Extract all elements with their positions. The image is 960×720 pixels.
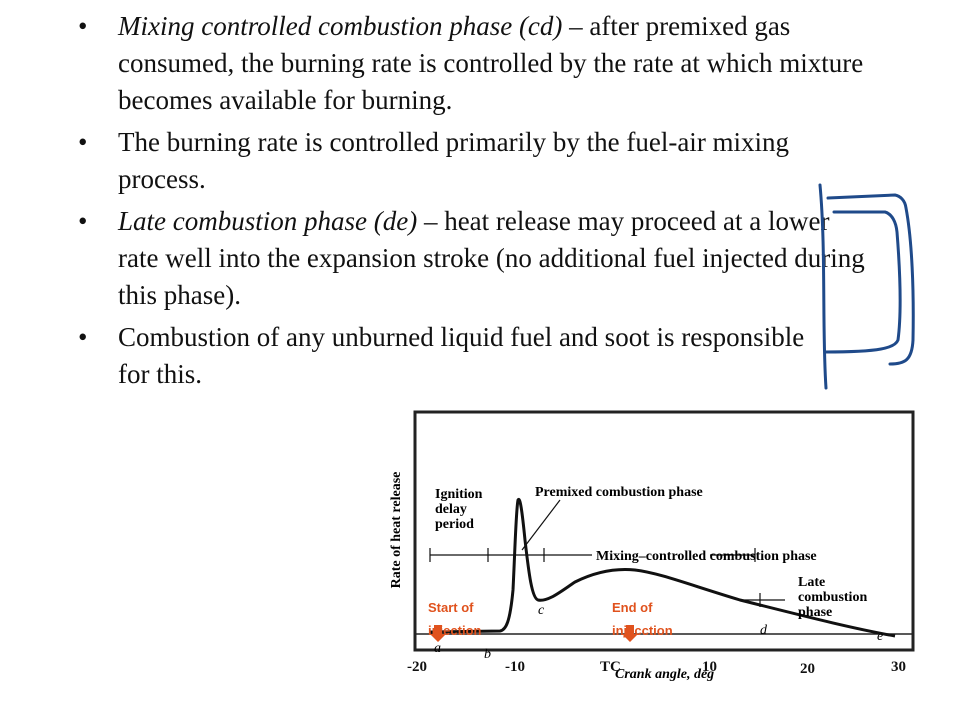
y-axis-label: Rate of heat release — [389, 472, 404, 589]
late-label-1: Late — [798, 575, 825, 590]
ignition-label-1: Ignition — [435, 487, 483, 502]
heat-release-figure: Rate of heat release Ignition delay peri… — [389, 410, 915, 682]
bullet-text: heat release may proceed at a lower rate… — [118, 206, 865, 310]
tick-label: 10 — [702, 659, 717, 675]
bullet-marker: • — [78, 322, 88, 352]
mixing-label: Mixing–controlled combustion phase — [596, 549, 817, 564]
premixed-leader — [521, 499, 561, 551]
x-axis-label: Crank angle, deg — [615, 667, 714, 682]
point-c: c — [538, 603, 545, 618]
tick-label: TC — [600, 659, 621, 675]
bullet-unburned-fuel: • Combustion of any unburned liquid fuel… — [78, 319, 808, 393]
point-a: a — [434, 641, 441, 656]
tick-label: -20 — [407, 659, 427, 675]
bullet-text: – after premixed gas consumed, the burni… — [118, 11, 864, 115]
late-label-3: phase — [798, 605, 832, 620]
ignition-label-2: delay — [435, 502, 467, 517]
bullet-mixing-controlled: • Mixing controlled combustion phase (cd… — [78, 8, 868, 119]
point-b: b — [484, 647, 491, 662]
phase-extent-arrows — [429, 548, 756, 562]
point-d: d — [760, 623, 768, 638]
bullet-burning-rate: • The burning rate is controlled primari… — [78, 124, 868, 198]
bullet-marker: • — [78, 11, 88, 41]
end-injection-label-1: End of — [612, 600, 653, 615]
bullet-late-combustion: • Late combustion phase (de) – heat rele… — [78, 203, 868, 314]
bullet-text: The burning rate is controlled primarily… — [118, 127, 790, 194]
bullet-marker: • — [78, 127, 88, 157]
ignition-label-3: period — [435, 517, 474, 532]
plot-frame — [413, 410, 915, 652]
tick-label: 20 — [800, 661, 815, 677]
premixed-label: Premixed combustion phase — [535, 485, 703, 500]
start-injection-arrow-icon — [430, 625, 446, 642]
end-injection-label-2: injecction — [612, 623, 673, 638]
point-e: e — [877, 629, 883, 644]
bullet-text: Combustion of any unburned liquid fuel a… — [118, 322, 805, 389]
tick-label: 30 — [891, 659, 906, 675]
tick-label: -10 — [505, 659, 525, 675]
late-label-2: combustion — [798, 590, 867, 605]
bullet-marker: • — [78, 206, 88, 236]
end-injection-arrow-icon — [622, 625, 638, 642]
bullet-italic-heading: Late combustion phase (de) – — [118, 206, 438, 236]
start-injection-label-1: Start of — [428, 600, 474, 615]
bullet-italic-heading: Mixing controlled combustion phase (cd) — [118, 11, 563, 41]
bullet-list: • Mixing controlled combustion phase (cd… — [78, 8, 868, 398]
